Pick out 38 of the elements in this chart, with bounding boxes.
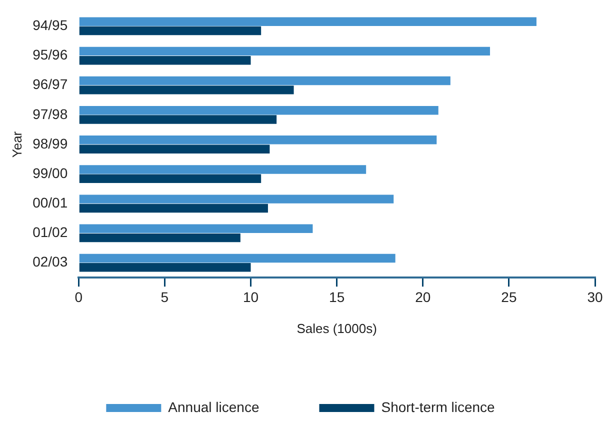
y-tick-label: 99/00 <box>32 164 68 181</box>
x-tick-label: 25 <box>501 288 517 305</box>
x-tick-label: 0 <box>74 288 83 305</box>
y-tick-label: 01/02 <box>32 224 68 240</box>
x-tick-label: 5 <box>160 288 169 305</box>
x-axis-title: Sales (1000s) <box>296 320 377 336</box>
bar <box>79 56 251 65</box>
y-tick-label: 97/98 <box>32 106 68 122</box>
bar <box>79 204 268 213</box>
x-tick-label: 20 <box>415 288 431 305</box>
bar <box>79 26 262 36</box>
bar <box>79 115 277 124</box>
bar <box>79 194 394 204</box>
bar <box>79 233 240 242</box>
bar <box>79 165 366 174</box>
y-tick-label: 95/96 <box>32 46 68 63</box>
x-tick-label: 10 <box>242 288 259 305</box>
bar <box>79 86 294 94</box>
x-tick-label: 30 <box>587 288 603 305</box>
legend-label: Annual licence <box>168 398 260 415</box>
y-tick-label: 02/03 <box>32 254 68 270</box>
y-tick-label: 96/97 <box>32 76 68 92</box>
bar <box>79 174 262 184</box>
bar <box>79 136 437 144</box>
bar <box>79 254 396 263</box>
bar <box>79 263 251 272</box>
bar <box>79 106 438 115</box>
y-tick-label: 00/01 <box>32 194 68 211</box>
x-tick-label: 15 <box>329 288 345 305</box>
y-tick-label: 98/99 <box>32 135 68 152</box>
y-tick-label: 94/95 <box>32 17 68 34</box>
bar <box>79 46 490 56</box>
y-axis-title: Year <box>9 130 24 158</box>
bar <box>79 76 450 86</box>
bar <box>79 17 536 26</box>
legend-label: Short-term licence <box>381 398 496 415</box>
bar <box>79 144 270 154</box>
bar <box>79 224 313 234</box>
